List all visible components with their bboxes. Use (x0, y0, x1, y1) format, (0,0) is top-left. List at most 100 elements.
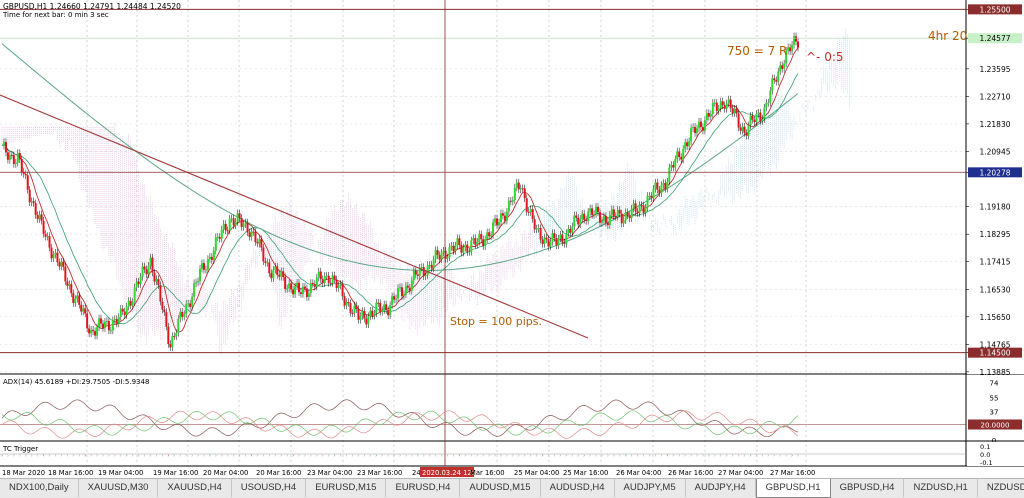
svg-text:›: › (660, 453, 662, 459)
svg-text:›: › (126, 453, 128, 459)
time-label: 23 Mar 04:00 (307, 469, 352, 477)
time-label: 19 Mar 16:00 (153, 469, 198, 477)
svg-text:›: › (518, 453, 520, 459)
chart-tab-nzdusd-h1[interactable]: NZDUSD,H1 (904, 479, 978, 497)
svg-text:›: › (761, 453, 763, 459)
svg-text:›: › (494, 453, 496, 459)
svg-text:›: › (13, 453, 15, 459)
chart-tab-audjpy-m5[interactable]: AUDJPY,M5 (615, 479, 686, 497)
tc-trigger-indicator: › › › › › › › › › › › › › › › › › › › › › › › › › › › › › › › › › › › › › › › ›… (0, 442, 1024, 467)
svg-text:›: › (292, 453, 294, 459)
adx-axis-label: 20.0000 (981, 422, 1010, 430)
svg-text:›: › (684, 453, 686, 459)
time-label: 20 Mar 04:00 (203, 469, 248, 477)
stop-label: Stop = 100 pips. (450, 315, 542, 328)
chart-tab-audjpy-h4[interactable]: AUDJPY,H4 (686, 479, 756, 497)
svg-text:›: › (66, 453, 68, 459)
svg-text:›: › (215, 453, 217, 459)
svg-text:›: › (49, 453, 51, 459)
crosshair-time-label: 2020.03.24 12:00 (422, 469, 483, 477)
chart-tab-audusd-h4[interactable]: AUDUSD,H4 (541, 479, 615, 497)
adx-label: ADX(14) 45.6189 +DI:29.7505 -DI:5.9348 (3, 378, 149, 386)
svg-text:›: › (411, 453, 413, 459)
chart-tab-bar: NDX100,Daily XAUUSD,M30 XAUUSD,H4 USOUSD,H4… (0, 478, 1024, 498)
price-label: 1.21830 (979, 120, 1010, 129)
svg-text:›: › (114, 453, 116, 459)
chart-tab-xauusd-h4[interactable]: XAUUSD,H4 (158, 479, 232, 497)
svg-text:›: › (167, 453, 169, 459)
svg-text:›: › (458, 453, 460, 459)
svg-text:›: › (209, 453, 211, 459)
svg-text:›: › (310, 453, 312, 459)
chart-tab-ndx100-daily[interactable]: NDX100,Daily (0, 479, 79, 497)
svg-text:›: › (245, 453, 247, 459)
price-label: 1.16530 (979, 285, 1010, 294)
chart-tab-gbpusd-h1[interactable]: GBPUSD,H1 (755, 479, 831, 498)
svg-text:›: › (613, 453, 615, 459)
chart-tab-gbpusd-h4[interactable]: GBPUSD,H4 (831, 479, 905, 497)
svg-text:›: › (530, 453, 532, 459)
svg-text:›: › (666, 453, 668, 459)
time-label: 25 Mar 04:00 (514, 469, 559, 477)
chart-tab-eurusd-h4[interactable]: EURUSD,H4 (386, 479, 461, 497)
svg-text:›: › (304, 453, 306, 459)
svg-text:›: › (334, 453, 336, 459)
price-label: 1.19180 (979, 203, 1010, 212)
tc-axis-label: -0.1 (980, 459, 993, 467)
svg-text:›: › (322, 453, 324, 459)
svg-text:›: › (417, 453, 419, 459)
svg-text:›: › (631, 453, 633, 459)
svg-text:›: › (791, 453, 793, 459)
svg-text:›: › (138, 453, 140, 459)
price-label: 1.13885 (979, 368, 1010, 377)
svg-text:›: › (512, 453, 514, 459)
time-label: 27 Mar 16:00 (770, 469, 815, 477)
ichimoku-cloud (1, 28, 850, 356)
svg-text:›: › (571, 453, 573, 459)
chart-area[interactable]: 74 55 37 20.0000 0 › › › › › › › › › › › › › › › › › › › › › › › › ›… (0, 0, 1024, 478)
svg-text:›: › (102, 453, 104, 459)
price-label: 1.15650 (979, 313, 1010, 322)
time-label: 19 Mar 04:00 (98, 469, 143, 477)
candles (2, 32, 799, 352)
svg-text:›: › (1, 453, 3, 459)
svg-text:›: › (90, 453, 92, 459)
svg-text:›: › (542, 453, 544, 459)
svg-text:›: › (197, 453, 199, 459)
svg-text:›: › (54, 453, 56, 459)
chart-tab-xauusd-m30[interactable]: XAUUSD,M30 (79, 479, 159, 497)
svg-text:›: › (375, 453, 377, 459)
svg-text:›: › (565, 453, 567, 459)
svg-text:›: › (637, 453, 639, 459)
ratio-label: ^- 0:5 (806, 50, 844, 64)
price-label: 1.20945 (979, 148, 1010, 157)
svg-text:›: › (351, 453, 353, 459)
svg-text:›: › (548, 453, 550, 459)
drawn-lines[interactable] (0, 0, 966, 466)
svg-text:›: › (155, 453, 157, 459)
price-label: 1.18295 (979, 230, 1010, 239)
svg-text:›: › (363, 453, 365, 459)
svg-text:›: › (233, 453, 235, 459)
chart-tab-eurusd-m15[interactable]: EURUSD,M15 (306, 479, 387, 497)
svg-text:›: › (399, 453, 401, 459)
tc-axis-label: 0.1 (980, 443, 990, 451)
svg-text:›: › (488, 453, 490, 459)
svg-text:›: › (120, 453, 122, 459)
time-label: Mar 16:00 (470, 469, 505, 477)
chart-tab-audusd-m15[interactable]: AUDUSD,M15 (460, 479, 541, 497)
svg-text:›: › (132, 453, 134, 459)
adx-axis-label: 0 (992, 437, 996, 445)
symbol-header: GBPUSD,H1 1.24660 1.24791 1.24484 1.2452… (3, 2, 181, 11)
chart-tab-nzdusd-h4[interactable]: NZDUSD,H4 (978, 479, 1024, 497)
svg-text:›: › (280, 453, 282, 459)
svg-text:›: › (369, 453, 371, 459)
svg-text:›: › (179, 453, 181, 459)
svg-text:›: › (423, 453, 425, 459)
svg-text:›: › (340, 453, 342, 459)
time-label: 18 Mar 16:00 (48, 469, 93, 477)
svg-text:›: › (482, 453, 484, 459)
chart-tab-usousd-h4[interactable]: USOUSD,H4 (232, 479, 307, 497)
svg-text:›: › (96, 453, 98, 459)
